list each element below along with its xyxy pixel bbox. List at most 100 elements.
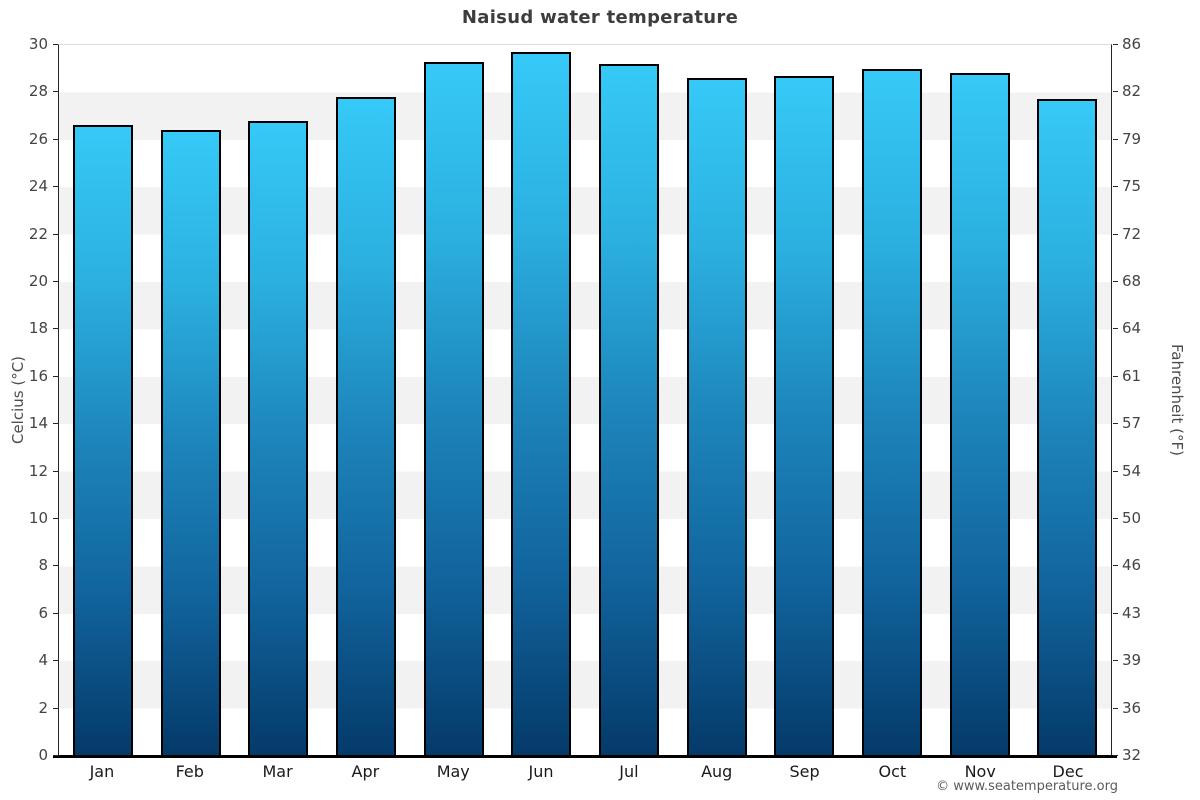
xtick-sep: Sep — [789, 762, 820, 781]
ytick-mark-right — [1113, 44, 1118, 45]
ytick-mark-right — [1113, 612, 1118, 614]
ytick-mark-left — [53, 612, 58, 614]
ytick-mark-right — [1113, 375, 1118, 377]
ytick-mark-left — [53, 707, 58, 709]
ytick-mark-left — [53, 470, 58, 472]
ytick-mark-left — [53, 91, 58, 93]
bar-nov — [949, 73, 1010, 755]
x-axis-line — [53, 755, 1117, 758]
ytick-mark-left — [53, 518, 58, 519]
bar-dec — [1037, 99, 1098, 755]
ytick-celsius-12: 12 — [28, 461, 48, 480]
xtick-may: May — [436, 762, 470, 781]
ytick-mark-left — [53, 138, 58, 140]
ytick-celsius-8: 8 — [38, 556, 48, 575]
copyright-text: © www.seatemperature.org — [936, 779, 1118, 794]
ytick-mark-left — [53, 565, 58, 567]
ytick-mark-left — [53, 186, 58, 188]
ytick-mark-left — [53, 375, 58, 377]
ytick-celsius-24: 24 — [28, 177, 48, 196]
xtick-dec: Dec — [1052, 762, 1084, 781]
plot-area — [58, 44, 1112, 755]
ytick-fahrenheit-36: 36 — [1122, 698, 1142, 717]
bar-jan — [72, 125, 133, 755]
xtick-jan: Jan — [89, 762, 115, 781]
bar-mar — [248, 120, 309, 755]
xtick-oct: Oct — [878, 762, 907, 781]
ytick-celsius-0: 0 — [38, 746, 48, 764]
ytick-mark-right — [1113, 470, 1118, 472]
xtick-aug: Aug — [701, 762, 733, 781]
ytick-mark-right — [1113, 328, 1118, 330]
ytick-fahrenheit-32: 32 — [1122, 746, 1142, 764]
bar-slot-jan — [59, 45, 147, 755]
ytick-mark-left — [53, 233, 58, 235]
bar-aug — [686, 78, 747, 755]
ytick-mark-right — [1113, 707, 1118, 709]
ytick-fahrenheit-61: 61 — [1122, 366, 1142, 385]
bar-slot-dec — [1023, 45, 1111, 755]
ytick-celsius-20: 20 — [28, 272, 48, 290]
ytick-mark-right — [1113, 755, 1118, 756]
bar-slot-oct — [848, 45, 936, 755]
ytick-mark-right — [1113, 281, 1118, 282]
ytick-fahrenheit-86: 86 — [1122, 35, 1142, 53]
ytick-celsius-4: 4 — [38, 651, 48, 670]
ytick-celsius-10: 10 — [28, 509, 48, 527]
ytick-mark-right — [1113, 565, 1118, 567]
bar-slot-nov — [936, 45, 1024, 755]
bar-jul — [598, 63, 659, 755]
bar-apr — [335, 97, 396, 755]
bar-slot-apr — [322, 45, 410, 755]
ytick-fahrenheit-43: 43 — [1122, 603, 1142, 622]
bars-row — [59, 45, 1111, 755]
x-tick-row: Jan Feb Mar Apr May Jun Jul Aug Sep Oct Nov Dec — [58, 762, 1112, 781]
ytick-mark-left — [53, 660, 58, 662]
y-axis-title-celsius: Celcius (°C) — [9, 355, 27, 445]
bar-slot-feb — [147, 45, 235, 755]
ytick-fahrenheit-79: 79 — [1122, 129, 1142, 148]
ytick-celsius-16: 16 — [28, 366, 48, 385]
bar-sep — [774, 75, 835, 755]
xtick-mar: Mar — [262, 762, 293, 781]
xtick-jun: Jun — [528, 762, 554, 781]
xtick-jul: Jul — [619, 762, 639, 781]
ytick-mark-left — [53, 281, 58, 282]
ytick-mark-right — [1113, 186, 1118, 188]
ytick-mark-right — [1113, 233, 1118, 235]
ytick-celsius-14: 14 — [28, 414, 48, 433]
ytick-mark-left — [53, 423, 58, 425]
ytick-celsius-6: 6 — [38, 603, 48, 622]
ytick-mark-right — [1113, 138, 1118, 140]
ytick-fahrenheit-46: 46 — [1122, 556, 1142, 575]
y-axis-title-fahrenheit: Fahrenheit (°F) — [1168, 344, 1186, 456]
xtick-nov: Nov — [964, 762, 996, 781]
ytick-celsius-2: 2 — [38, 698, 48, 717]
bar-may — [423, 61, 484, 755]
chart-title: Naisud water temperature — [461, 7, 739, 28]
ytick-mark-right — [1113, 660, 1118, 662]
ytick-mark-right — [1113, 91, 1118, 93]
ytick-fahrenheit-68: 68 — [1122, 272, 1142, 290]
bar-slot-may — [410, 45, 498, 755]
bar-slot-aug — [673, 45, 761, 755]
ytick-fahrenheit-54: 54 — [1122, 461, 1142, 480]
xtick-apr: Apr — [351, 762, 380, 781]
bar-oct — [861, 68, 922, 755]
ytick-celsius-26: 26 — [28, 129, 48, 148]
ytick-mark-right — [1113, 518, 1118, 519]
ytick-celsius-30: 30 — [28, 35, 48, 53]
xtick-feb: Feb — [175, 762, 204, 781]
ytick-mark-left — [53, 755, 58, 756]
bar-slot-sep — [760, 45, 848, 755]
ytick-fahrenheit-39: 39 — [1122, 651, 1142, 670]
bar-feb — [160, 130, 221, 755]
ytick-fahrenheit-64: 64 — [1122, 319, 1142, 338]
bar-slot-jul — [585, 45, 673, 755]
ytick-mark-left — [53, 44, 58, 45]
ytick-fahrenheit-50: 50 — [1122, 509, 1142, 527]
ytick-fahrenheit-57: 57 — [1122, 414, 1142, 433]
ytick-celsius-28: 28 — [28, 82, 48, 101]
ytick-fahrenheit-82: 82 — [1122, 82, 1142, 101]
ytick-mark-left — [53, 328, 58, 330]
